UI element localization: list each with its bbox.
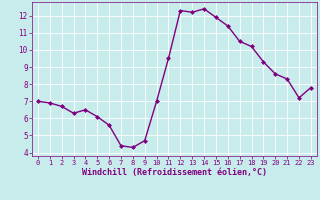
X-axis label: Windchill (Refroidissement éolien,°C): Windchill (Refroidissement éolien,°C) (82, 168, 267, 177)
